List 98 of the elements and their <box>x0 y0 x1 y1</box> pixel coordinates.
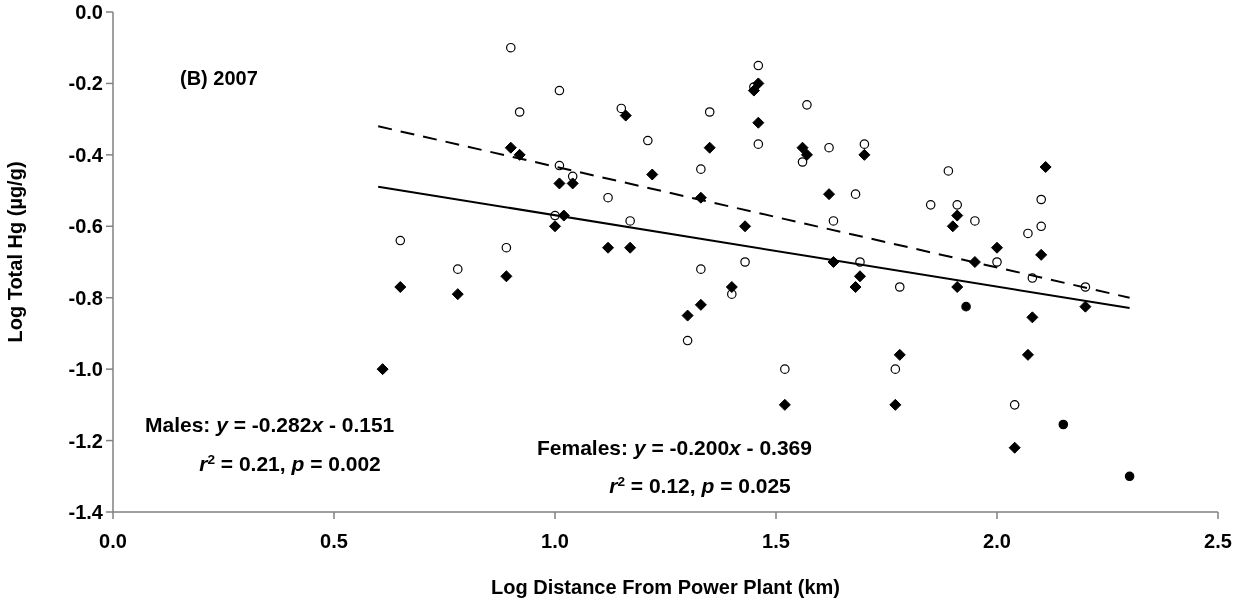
point <box>753 139 764 149</box>
point <box>747 84 760 97</box>
point <box>619 109 632 122</box>
point <box>853 270 866 283</box>
point <box>925 200 936 210</box>
point <box>890 364 901 374</box>
x-tick-label: 1.0 <box>541 530 569 552</box>
point <box>1039 161 1052 173</box>
point <box>566 177 579 190</box>
y-tick-label: -0.8 <box>68 286 103 309</box>
x-tick-label: 2.0 <box>983 530 1011 552</box>
annotation: r$^{2}$ = 0.21, p = 0.002 <box>199 451 381 475</box>
point <box>991 241 1003 254</box>
point <box>1036 194 1046 205</box>
point <box>500 270 513 283</box>
point <box>802 100 812 110</box>
point <box>1026 311 1039 324</box>
point <box>943 166 954 176</box>
annotation: Females: y = -0.200x - 0.369 <box>537 435 812 459</box>
point <box>739 220 752 233</box>
point <box>696 164 706 174</box>
point <box>694 298 707 311</box>
x-tick-label: 1.5 <box>762 530 790 552</box>
point <box>849 281 862 293</box>
point <box>800 148 813 161</box>
point <box>452 264 463 274</box>
point <box>858 148 871 161</box>
point <box>752 77 765 90</box>
point <box>951 281 964 293</box>
point <box>1079 300 1092 313</box>
point <box>514 107 525 117</box>
point <box>1036 221 1046 232</box>
point <box>1058 419 1069 430</box>
y-axis-title: Log Total Hg (µg/g) <box>4 161 26 343</box>
point <box>968 256 981 268</box>
y-tick-label: -0.6 <box>68 215 103 238</box>
point <box>970 216 980 226</box>
annotation: Males: y = -0.282x - 0.151 <box>145 413 395 436</box>
point <box>725 281 738 293</box>
point <box>703 141 716 154</box>
point <box>681 309 694 322</box>
point <box>501 242 512 253</box>
y-tick-label: -0.2 <box>68 72 103 95</box>
point <box>894 282 905 292</box>
annotation: (B) 2007 <box>180 66 258 89</box>
point <box>1124 471 1135 482</box>
point <box>554 85 565 96</box>
y-tick-label: 0.0 <box>75 1 103 23</box>
point <box>828 216 839 226</box>
point <box>952 200 963 210</box>
y-tick-label: -1.2 <box>68 429 103 452</box>
x-tick-label: 2.5 <box>1204 530 1232 552</box>
point <box>549 220 561 233</box>
point <box>797 157 808 167</box>
point <box>395 235 406 246</box>
point <box>1008 441 1021 454</box>
point <box>646 168 659 181</box>
point <box>1035 248 1048 261</box>
point <box>889 398 902 411</box>
point <box>625 216 635 226</box>
point <box>643 135 653 146</box>
y-tick-label: -1.0 <box>68 358 103 381</box>
point <box>682 335 693 346</box>
y-tick-label: -1.4 <box>68 501 104 523</box>
point <box>823 188 836 201</box>
point <box>778 398 791 411</box>
point <box>859 139 870 149</box>
x-axis-title: Log Distance From Power Plant (km) <box>491 576 840 598</box>
point <box>951 209 964 222</box>
point <box>451 288 464 301</box>
point <box>780 364 790 374</box>
point <box>1009 400 1020 410</box>
point <box>553 177 566 190</box>
point <box>796 141 809 154</box>
x-tick-label: 0.0 <box>99 530 127 552</box>
point <box>752 116 765 129</box>
x-tick-label: 0.5 <box>320 530 348 552</box>
point <box>504 141 517 154</box>
point <box>394 281 407 293</box>
point <box>850 189 861 199</box>
point <box>992 257 1002 267</box>
point <box>506 42 516 53</box>
point <box>696 264 706 274</box>
point <box>704 107 715 117</box>
point <box>1021 348 1034 361</box>
point <box>603 192 613 203</box>
point <box>753 60 764 71</box>
point <box>376 363 389 376</box>
point <box>824 142 834 153</box>
point <box>624 241 637 254</box>
point <box>893 348 906 361</box>
annotation: r$^{2}$ = 0.12, p = 0.025 <box>609 473 792 497</box>
point <box>946 220 959 233</box>
point <box>961 301 971 312</box>
y-tick-label: -0.4 <box>68 143 104 166</box>
point <box>740 257 750 267</box>
point <box>1023 228 1033 239</box>
point <box>602 241 615 254</box>
